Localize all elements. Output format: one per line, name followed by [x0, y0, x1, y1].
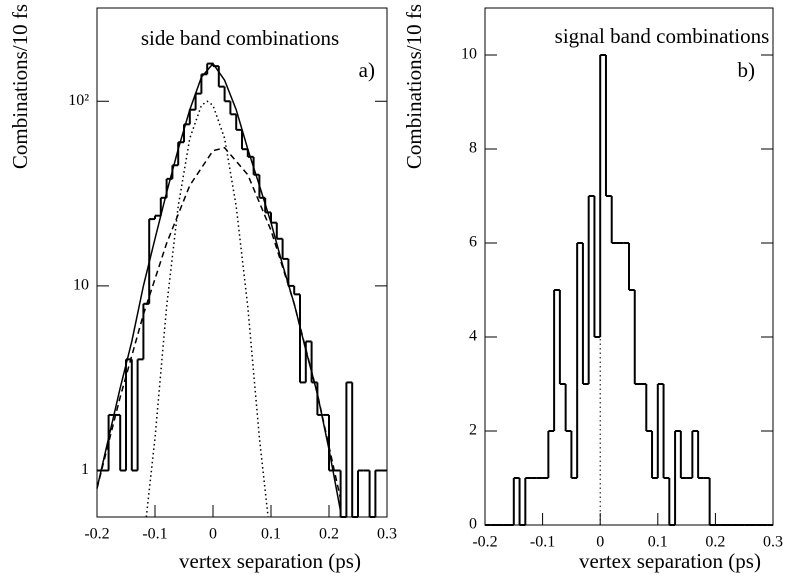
y-axis-label: Combinations/10 fs — [402, 4, 426, 169]
x-tick-label: 0 — [596, 534, 604, 551]
x-tick-label: 0.1 — [261, 526, 281, 543]
y-tick-label: 8 — [469, 140, 477, 157]
x-tick-label: -0.1 — [530, 534, 555, 551]
y-tick-label: 10² — [68, 92, 89, 109]
annotation: signal band combinations — [555, 24, 770, 48]
y-tick-label: 6 — [469, 234, 477, 251]
annotation: b) — [738, 58, 756, 82]
y-tick-label: 10 — [461, 46, 477, 63]
x-tick-label: -0.2 — [472, 534, 497, 551]
x-tick-label: 0.2 — [705, 534, 725, 551]
y-tick-label: 1 — [81, 461, 89, 478]
fit-curve — [96, 146, 342, 500]
plot-frame — [484, 7, 774, 526]
y-tick-label: 4 — [469, 328, 477, 345]
x-tick-label: -0.2 — [84, 526, 109, 543]
annotation: side band combinations — [141, 26, 339, 50]
y-tick-label: 0 — [469, 516, 477, 533]
x-tick-label: 0.1 — [648, 534, 668, 551]
x-tick-label: 0.2 — [319, 526, 339, 543]
x-axis-label: vertex separation (ps) — [179, 549, 361, 573]
x-tick-label: 0 — [209, 526, 217, 543]
y-axis-label: Combinations/10 fs — [8, 4, 32, 169]
fit-curve — [145, 100, 269, 518]
fit-curve — [96, 62, 342, 512]
annotation: a) — [359, 58, 375, 82]
x-axis-label: vertex separation (ps) — [579, 549, 761, 573]
x-tick-label: 0.3 — [763, 534, 783, 551]
x-tick-label: 0.3 — [377, 526, 397, 543]
x-tick-label: -0.1 — [142, 526, 167, 543]
y-tick-label: 2 — [469, 422, 477, 439]
y-tick-label: 10 — [73, 277, 89, 294]
plot-frame — [96, 7, 388, 518]
